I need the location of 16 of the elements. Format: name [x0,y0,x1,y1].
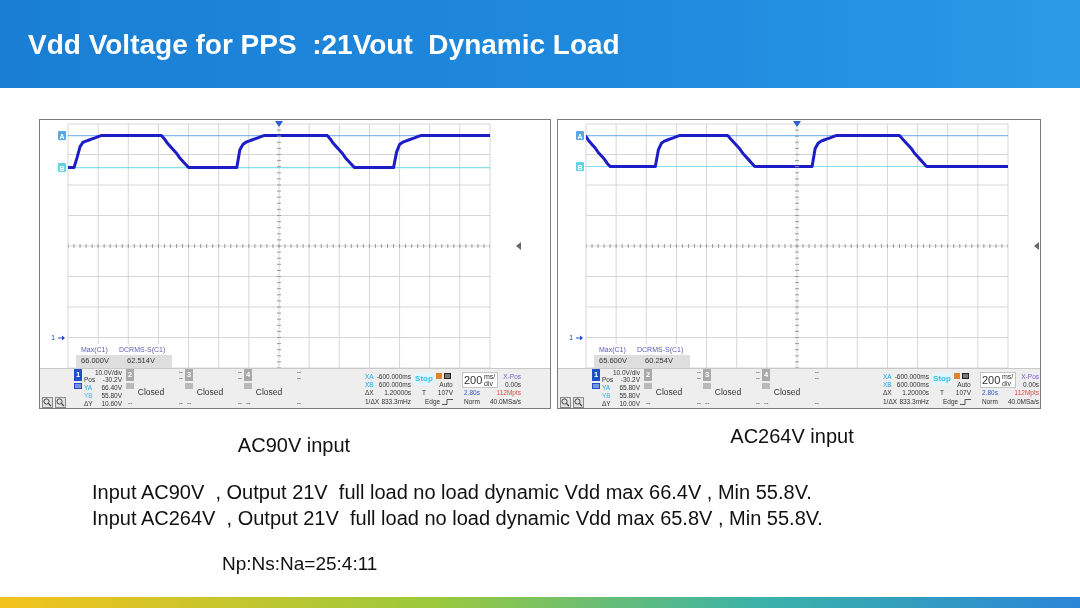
text: Closed [196,387,224,398]
x-axis-title: AC264V input [730,424,854,448]
text: 200 [982,373,1001,387]
text: Closed [255,387,283,398]
text: Closed [137,387,165,398]
text: Closed [773,387,801,398]
text: Input AC264V , Output 21V full load no load dynamic Vdd max 65.8V , Min 55.8V. [92,506,823,530]
text: Np:Ns:Na=25:4:11 [222,553,378,575]
text: Closed [655,387,683,398]
text: 200 [464,373,483,387]
text: Stop [932,373,952,385]
text: Stop [414,373,434,385]
chart-title: Vdd Voltage for PPS :21Vout Dynamic Load [28,29,620,61]
text: Closed [714,387,742,398]
x-axis-title: AC90V input [237,433,351,457]
text: Input AC90V , Output 21V full load no load dynamic Vdd max 66.4V , Min 55.8V. [92,480,812,504]
